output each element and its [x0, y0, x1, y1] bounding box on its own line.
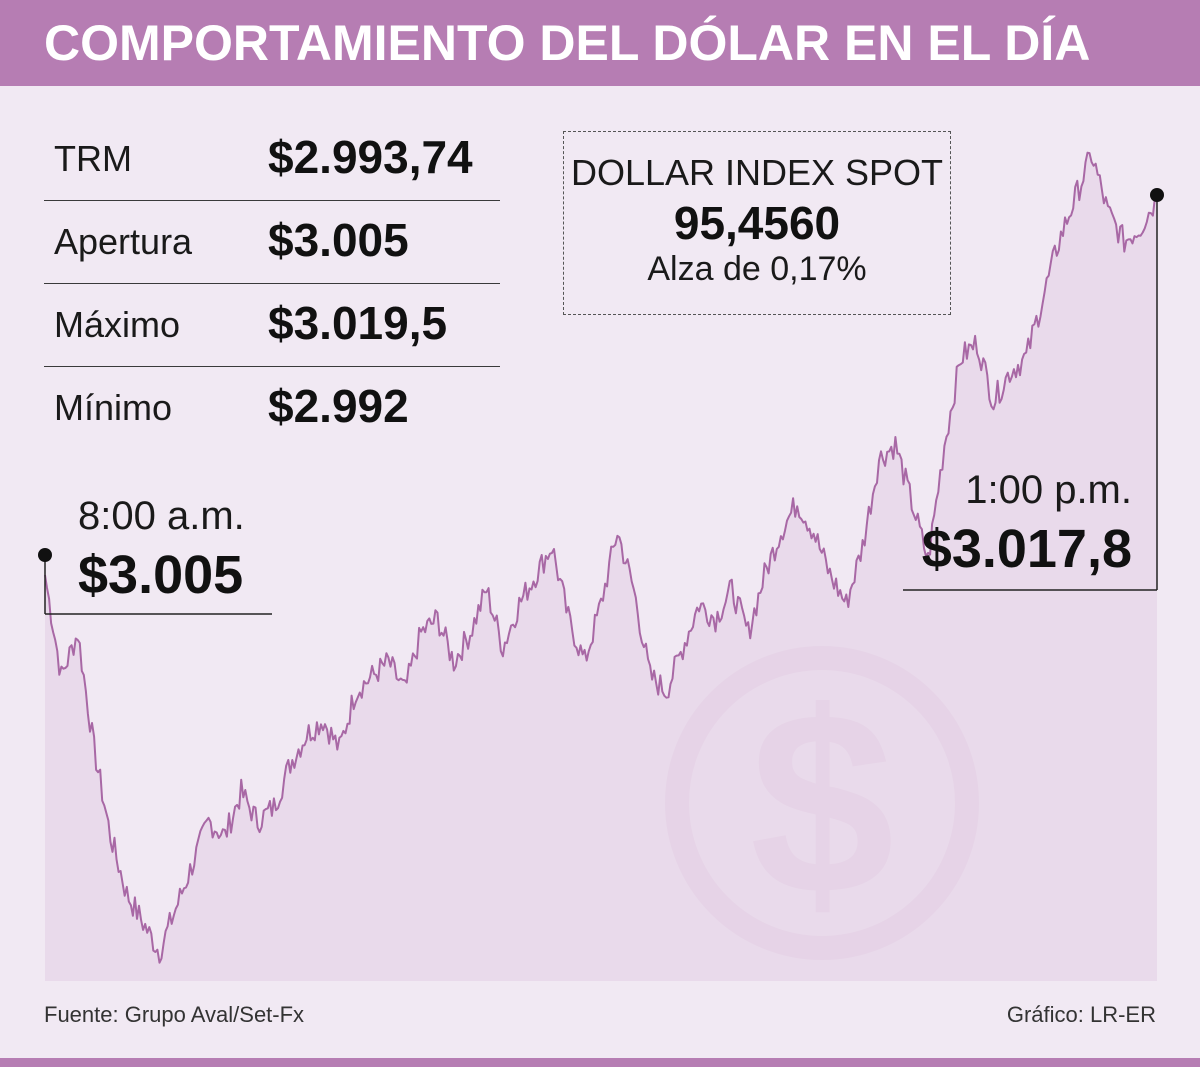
- stat-value: $2.993,74: [268, 131, 473, 183]
- end-marker: [1150, 188, 1164, 202]
- page-title: COMPORTAMIENTO DEL DÓLAR EN EL DÍA: [44, 15, 1091, 71]
- stat-value: $3.005: [268, 214, 409, 266]
- source-note: Fuente: Grupo Aval/Set-Fx: [44, 1002, 305, 1027]
- stat-value: $3.019,5: [268, 297, 448, 349]
- dollar-index-value: 95,4560: [673, 197, 841, 249]
- price-area: [45, 152, 1157, 981]
- stat-label: Máximo: [54, 304, 181, 345]
- stat-label: Mínimo: [54, 387, 173, 428]
- credit-note: Gráfico: LR-ER: [1006, 1002, 1156, 1027]
- stat-label: Apertura: [54, 221, 193, 262]
- price-line: [44, 151, 1158, 964]
- stat-value: $2.992: [268, 380, 409, 432]
- title-bar: COMPORTAMIENTO DEL DÓLAR EN EL DÍA: [0, 0, 1200, 86]
- end-value-label: $3.017,8: [921, 519, 1132, 579]
- stats-table: TRM $2.993,74 Apertura $3.005 Máximo $3.…: [44, 118, 500, 450]
- bottom-bar: [0, 1058, 1200, 1067]
- dollar-index-change: Alza de 0,17%: [647, 250, 867, 288]
- stat-row-apertura: Apertura $3.005: [44, 201, 500, 284]
- start-time-label: 8:00 a.m.: [78, 494, 245, 538]
- start-marker: [38, 548, 52, 562]
- dollar-index-label: DOLLAR INDEX SPOT: [570, 152, 944, 193]
- dollar-index-box: DOLLAR INDEX SPOT 95,4560 Alza de 0,17%: [563, 131, 951, 315]
- stat-row-trm: TRM $2.993,74: [44, 118, 500, 201]
- stat-row-maximo: Máximo $3.019,5: [44, 284, 500, 367]
- stat-label: TRM: [54, 138, 132, 179]
- start-value-label: $3.005: [78, 545, 244, 605]
- stat-row-minimo: Mínimo $2.992: [44, 367, 500, 450]
- end-time-label: 1:00 p.m.: [965, 468, 1132, 512]
